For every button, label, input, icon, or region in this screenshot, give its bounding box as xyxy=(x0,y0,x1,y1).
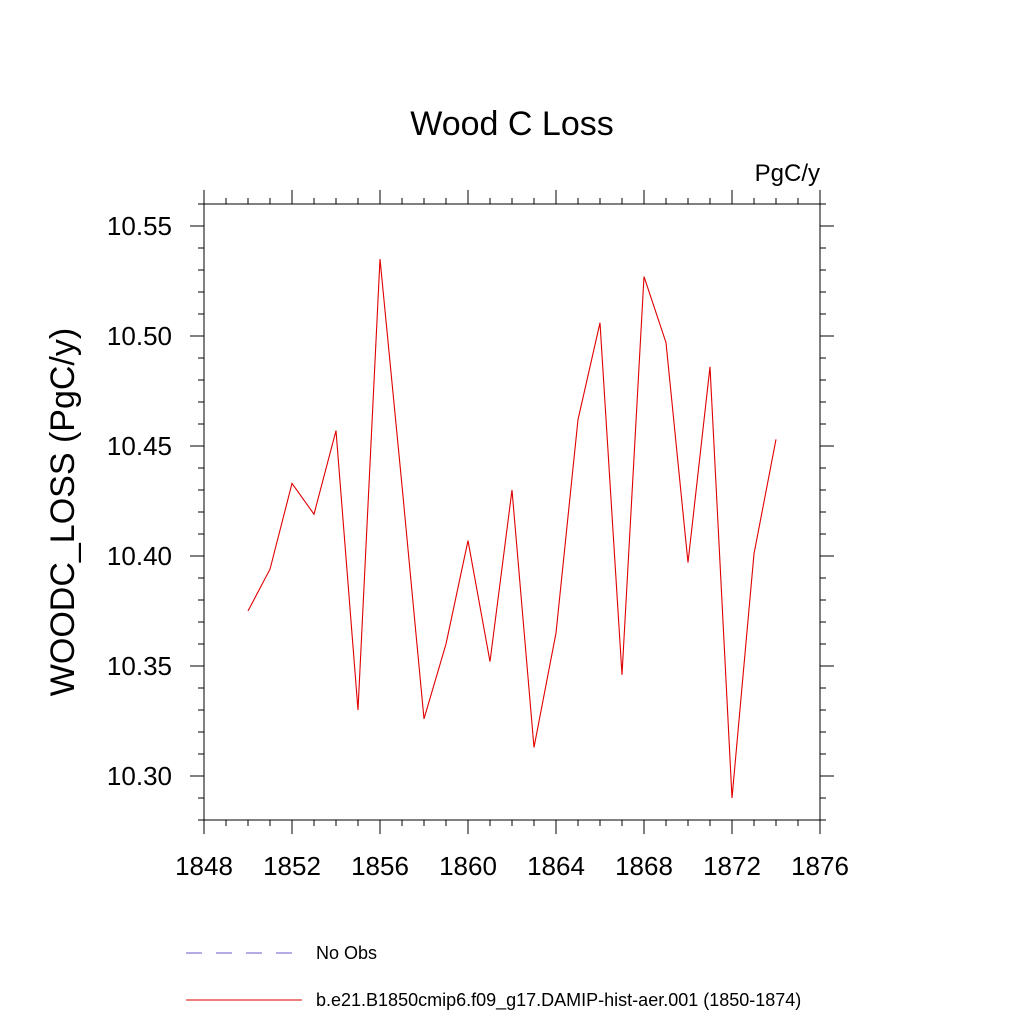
y-axis-label: WOODC_LOSS (PgC/y) xyxy=(44,328,82,696)
axes xyxy=(203,203,821,821)
plot-frame xyxy=(203,203,821,821)
series-lines xyxy=(247,258,777,799)
x-tick-label: 1848 xyxy=(175,851,233,881)
x-tick-label: 1856 xyxy=(351,851,409,881)
y-tick-label: 10.45 xyxy=(107,431,172,461)
series-line xyxy=(247,258,777,799)
y-tick-label: 10.50 xyxy=(107,321,172,351)
tick-labels: 1848 1852 1856 1860 1864 1868 1872 1876 10.30 10.… xyxy=(107,211,849,881)
x-tick-label: 1852 xyxy=(263,851,321,881)
x-tick-label: 1860 xyxy=(439,851,497,881)
x-tick-label: 1868 xyxy=(615,851,673,881)
x-tick-label: 1872 xyxy=(703,851,761,881)
chart-title: Wood C Loss xyxy=(410,105,613,143)
x-tick-label: 1864 xyxy=(527,851,585,881)
legend-label: b.e21.B1850cmip6.f09_g17.DAMIP-hist-aer.… xyxy=(316,990,801,1011)
y-tick-label: 10.35 xyxy=(107,651,172,681)
y-tick-label: 10.55 xyxy=(107,211,172,241)
y-tick-label: 10.30 xyxy=(107,761,172,791)
x-tick-label: 1876 xyxy=(791,851,849,881)
legend: No Obs b.e21.B1850cmip6.f09_g17.DAMIP-his… xyxy=(186,943,801,1011)
units-label: PgC/y xyxy=(755,160,820,187)
tick-marks xyxy=(190,190,834,834)
y-tick-label: 10.40 xyxy=(107,541,172,571)
legend-label: No Obs xyxy=(316,943,377,963)
